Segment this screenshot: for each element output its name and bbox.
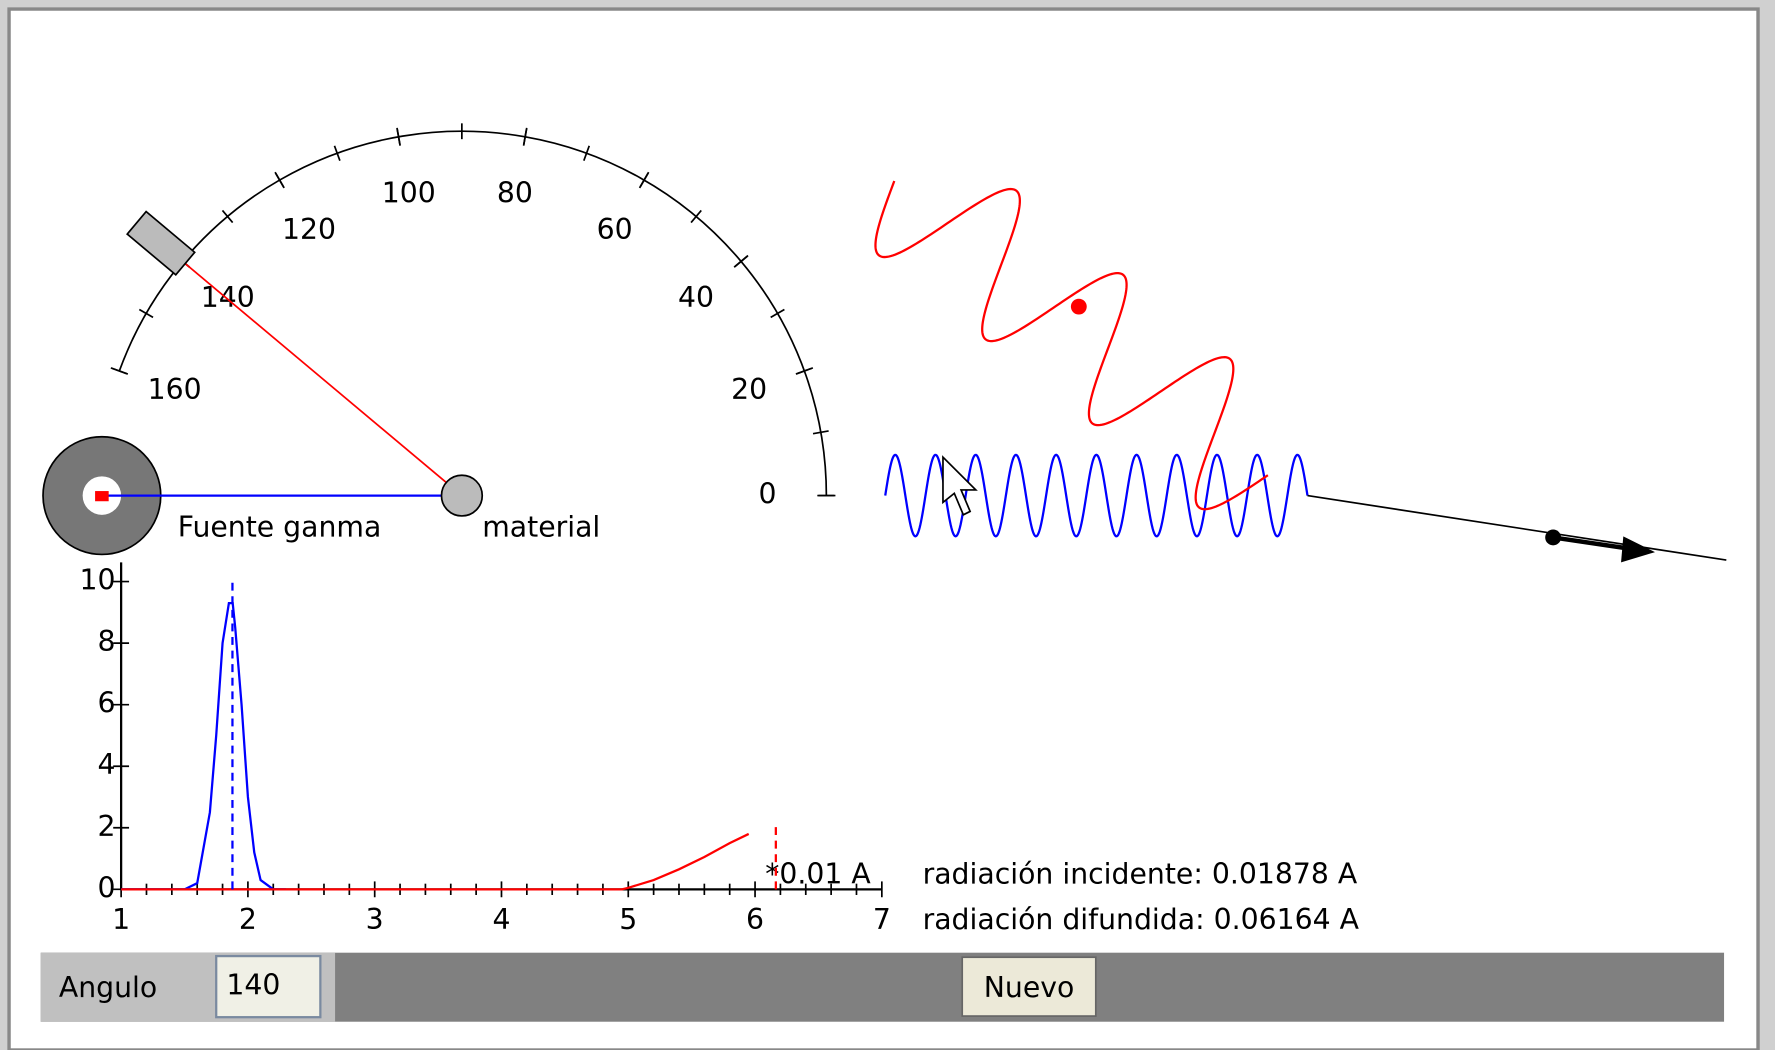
x-tick-label: 5 [619,903,637,936]
electron-velocity [1552,535,1631,551]
protractor-tick [638,171,650,189]
x-axis-label: *0.01 A [765,858,871,891]
mouse-cursor [942,455,978,516]
incident-readout: radiación incidente: 0.01878 A [923,858,1358,891]
protractor-minor-tick [583,145,591,161]
electron-arrowhead [1621,536,1656,563]
protractor-label: 120 [282,213,336,246]
x-tick-label: 2 [239,903,257,936]
x-tick-label: 7 [873,903,891,936]
angle-label: Angulo [59,971,157,1004]
x-tick-label: 6 [746,903,764,936]
material [440,474,484,517]
protractor-tick [110,367,129,375]
protractor-tick [396,127,401,146]
scattered-readout: radiación difundida: 0.06164 A [923,903,1360,936]
protractor-tick [522,127,528,146]
source-dot [95,491,109,502]
protractor-label: 20 [731,373,767,406]
detector [126,210,196,277]
new-button-label[interactable]: Nuevo [984,971,1075,1004]
scattered-wave [874,180,1269,511]
x-tick-label: 3 [366,903,384,936]
protractor-minor-tick [770,308,785,319]
electron [1545,529,1562,546]
electron-track [1307,494,1727,561]
protractor-minor-tick [333,145,341,161]
scattered-beam [160,242,463,497]
protractor-minor-tick [690,209,702,224]
photon-dot [1070,298,1087,315]
new-button[interactable] [961,956,1097,1017]
canvas [7,7,1760,1050]
spectrum-line [121,832,750,891]
protractor-label: 160 [148,373,202,406]
protractor-label: 80 [497,177,533,210]
material-label: material [482,510,600,543]
y-tick-label: 4 [97,748,115,781]
protractor-label: 40 [678,281,714,314]
protractor-label: 140 [201,281,255,314]
protractor-label: 0 [759,478,777,511]
protractor-label: 60 [597,213,633,246]
angle-input[interactable] [215,954,322,1019]
y-tick-label: 0 [97,871,115,904]
protractor-tick [733,254,749,268]
incident-wave [884,453,1309,538]
y-tick-label: 8 [97,625,115,658]
x-tick-label: 4 [492,903,510,936]
protractor-minor-tick [221,209,234,224]
protractor-tick [274,171,285,189]
protractor-minor-tick [812,430,829,435]
protractor-label: 100 [382,177,436,210]
protractor-minor-tick [138,308,154,319]
y-tick-label: 6 [97,687,115,720]
source-label: Fuente ganma [178,510,382,543]
protractor-tick [795,367,814,375]
angle-value[interactable]: 140 [226,969,280,1002]
x-tick-label: 1 [112,903,130,936]
y-tick-label: 2 [97,810,115,843]
y-tick-label: 10 [79,564,115,597]
